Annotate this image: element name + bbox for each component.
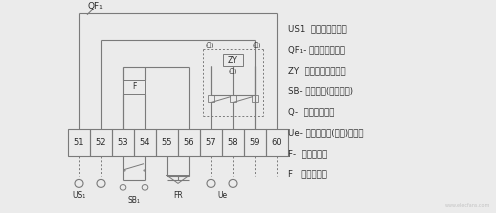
Text: 57: 57 — [206, 138, 216, 147]
Bar — [244, 129, 266, 156]
Bar — [266, 129, 288, 156]
Bar — [230, 95, 236, 102]
Text: (绿): (绿) — [205, 43, 213, 48]
Text: Q-  欠电压脱扣器: Q- 欠电压脱扣器 — [288, 107, 334, 117]
Text: www.elecfans.com: www.elecfans.com — [444, 203, 490, 208]
Text: (红): (红) — [229, 68, 237, 73]
Text: 52: 52 — [96, 138, 106, 147]
Text: QF₁- 断路器辅助触头: QF₁- 断路器辅助触头 — [288, 45, 345, 54]
Text: SB- 分助按鈕(用户自备): SB- 分助按鈕(用户自备) — [288, 87, 353, 96]
Bar — [222, 129, 244, 156]
Text: QF₁: QF₁ — [87, 2, 103, 11]
Text: 59: 59 — [250, 138, 260, 147]
Bar — [156, 129, 178, 156]
Bar — [123, 80, 145, 94]
Bar — [68, 129, 90, 156]
Bar — [208, 95, 214, 102]
Bar — [134, 129, 156, 156]
Text: 60: 60 — [272, 138, 282, 147]
Text: Ue: Ue — [217, 191, 227, 200]
Text: ZY: ZY — [228, 56, 238, 65]
Text: F-  分功脱扣器: F- 分功脱扣器 — [288, 149, 327, 158]
Text: 51: 51 — [74, 138, 84, 147]
Bar — [112, 129, 134, 156]
Bar — [178, 129, 200, 156]
Text: F: F — [132, 82, 136, 91]
Text: ZY  欠电压阔容延时器: ZY 欠电压阔容延时器 — [288, 66, 346, 75]
Text: 54: 54 — [140, 138, 150, 147]
Text: US₁: US₁ — [72, 191, 86, 200]
Bar — [223, 54, 243, 66]
Bar — [252, 95, 258, 102]
Text: FR: FR — [173, 191, 183, 200]
Text: F   连锁脱扣器: F 连锁脱扣器 — [288, 170, 327, 178]
Text: 56: 56 — [184, 138, 194, 147]
Text: 53: 53 — [118, 138, 128, 147]
Text: Ue- 欠电压瞬时(延时)脱扣器: Ue- 欠电压瞬时(延时)脱扣器 — [288, 128, 364, 137]
Text: 55: 55 — [162, 138, 172, 147]
Text: SB₁: SB₁ — [127, 196, 140, 205]
Bar — [200, 129, 222, 156]
Text: US1  分助脱扣器电源: US1 分助脱扣器电源 — [288, 24, 347, 33]
Bar — [90, 129, 112, 156]
Text: (黄): (黄) — [252, 43, 261, 48]
Text: 58: 58 — [228, 138, 238, 147]
